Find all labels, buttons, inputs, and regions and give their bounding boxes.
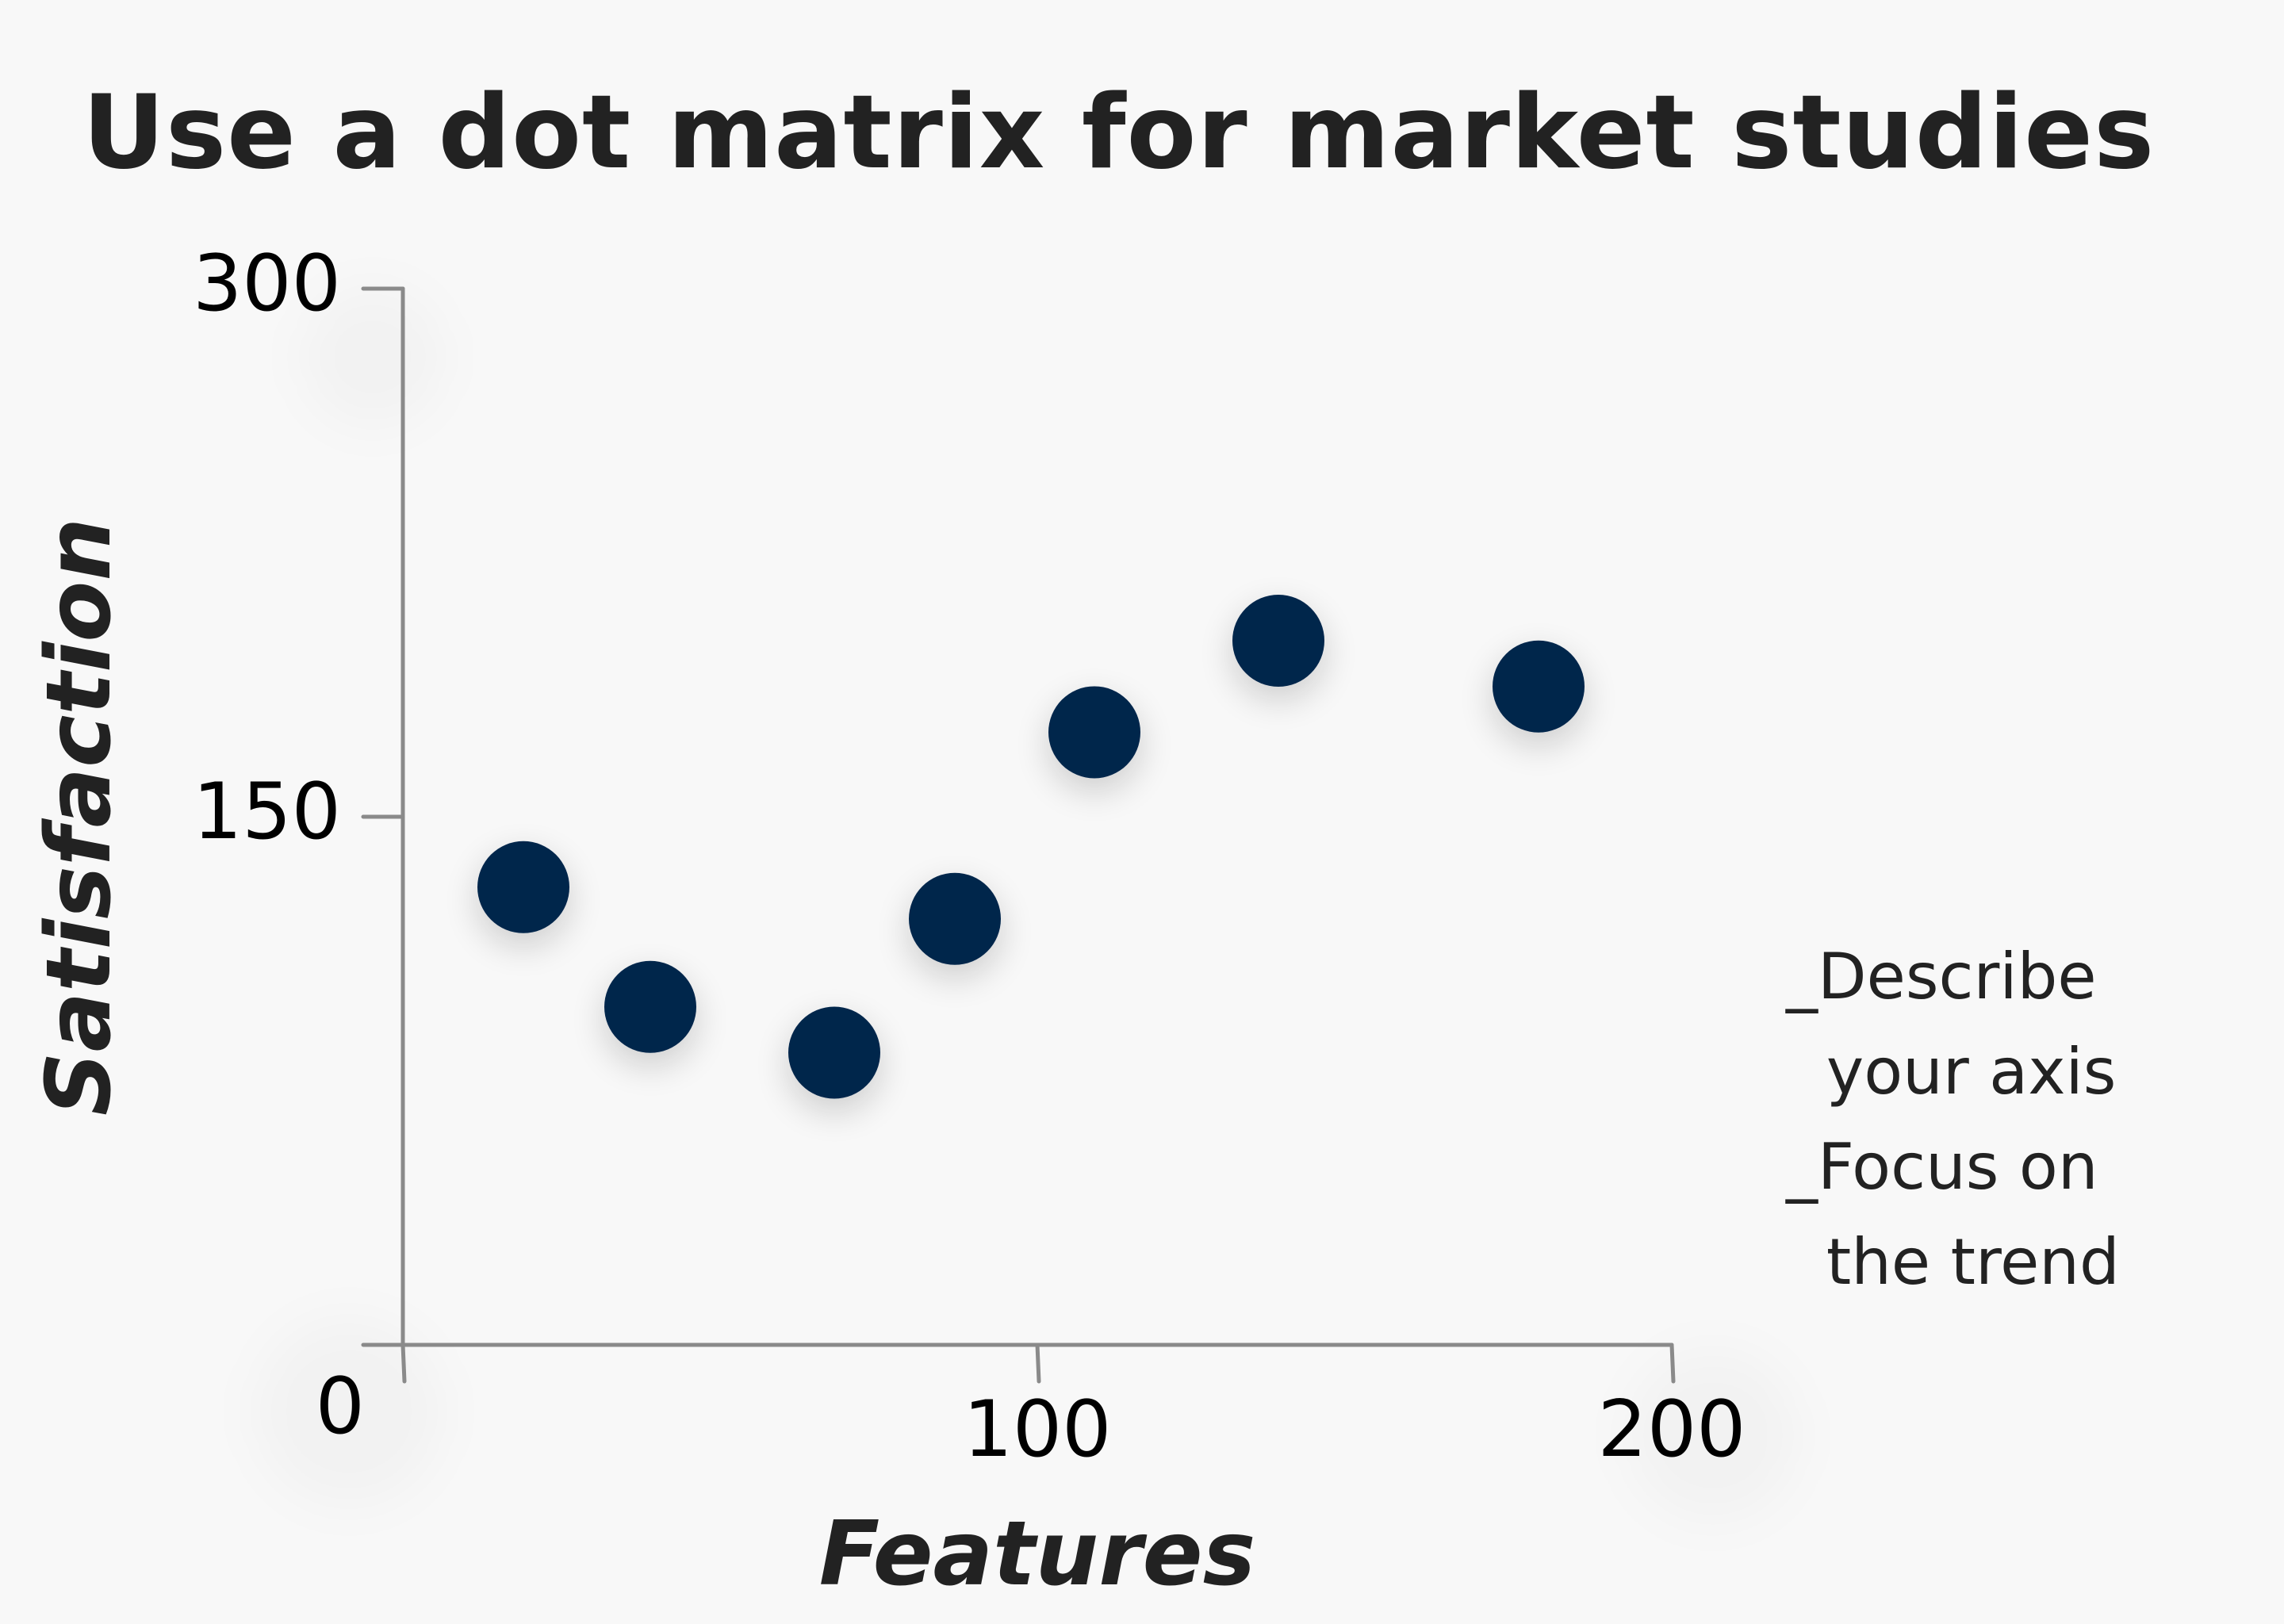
annotation-note: _Describe your axis _Focus on the trend [1786,929,2120,1310]
chart-title: Use a dot matrix for market studies [82,74,2156,192]
data-point [1048,686,1140,779]
data-point [1232,595,1324,687]
x-tick-label: 100 [963,1385,1111,1475]
y-tick-label: 300 [193,239,341,329]
x-tick-label: 200 [1597,1385,1746,1475]
data-point [1493,640,1585,733]
annotation-line: _Focus on [1786,1130,2098,1204]
x-axis-title: Features [819,1503,1255,1606]
y-tick-label: 150 [193,767,341,857]
x-tick-mark [1669,1342,1676,1384]
axis-titles: Features Satisfaction [28,518,1255,1606]
axes [361,286,1676,1384]
data-point [788,1006,880,1099]
tick-labels: 0 150 300 100 200 [193,239,1746,1475]
x-tick-mark [400,1342,407,1384]
data-point [477,841,569,933]
annotation-line: the trend [1786,1225,2120,1299]
annotation-line: _Describe [1786,940,2097,1013]
data-point [909,872,1001,965]
y-axis-title: Satisfaction [28,518,131,1116]
data-points [477,595,1585,1099]
x-tick-mark [1035,1342,1041,1384]
annotation-line: your axis [1786,1035,2117,1109]
data-point [604,960,696,1053]
y-tick-label: 0 [316,1362,365,1452]
